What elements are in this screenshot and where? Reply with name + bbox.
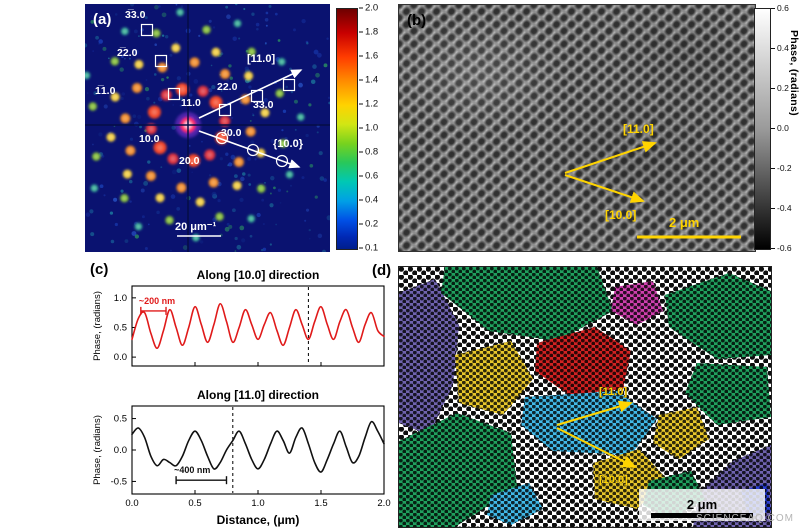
svg-text:2̅2.0: 2̅2.0 xyxy=(117,47,138,59)
svg-text:[11.0]: [11.0] xyxy=(623,122,654,136)
panel-d-map: [11.0] [10.0] 2 μm xyxy=(398,266,772,528)
svg-text:0.0: 0.0 xyxy=(125,498,138,509)
svg-text:~200 nm: ~200 nm xyxy=(139,296,175,306)
svg-text:1.0: 1.0 xyxy=(251,498,264,509)
fft-image: 3̅3.0 2̅2.0 1̅1.0 11.0 22.0 33.0 10.0 20.0 30.0 [… xyxy=(71,2,332,255)
colorbar-a-ticks: 2.0 1.8 1.6 1.4 1.2 1.0 0.8 0.6 0.4 0.2 0.1 xyxy=(359,3,393,254)
svg-text:2 μm: 2 μm xyxy=(687,497,717,512)
svg-text:Along [11.0] direction: Along [11.0] direction xyxy=(197,388,319,402)
svg-text:10.0: 10.0 xyxy=(139,133,160,145)
colorbar-b-title: Phase, (radians) xyxy=(788,30,800,116)
svg-text:[11.0]: [11.0] xyxy=(599,386,627,398)
colorbar-b xyxy=(754,8,771,250)
svg-text:~400 nm: ~400 nm xyxy=(174,465,210,475)
svg-text:Distance, (μm): Distance, (μm) xyxy=(217,513,300,527)
svg-text:2.0: 2.0 xyxy=(377,498,390,509)
svg-text:-0.5: -0.5 xyxy=(111,476,127,487)
colorbar-b-ticks: 0.6 0.4 0.2 0.0 -0.2 -0.4 -0.6 xyxy=(771,3,793,253)
svg-text:Phase, (radians): Phase, (radians) xyxy=(92,415,103,485)
svg-text:20 μm⁻¹: 20 μm⁻¹ xyxy=(175,221,217,233)
panel-b-overlay: (b) [11.0] [10.0] 2 μm xyxy=(407,12,741,239)
panel-d-label: (d) xyxy=(372,262,392,279)
svg-text:3̅3.0: 3̅3.0 xyxy=(125,9,146,21)
svg-text:0.5: 0.5 xyxy=(114,414,127,425)
svg-text:1̅1.0: 1̅1.0 xyxy=(95,85,116,97)
svg-text:11.0: 11.0 xyxy=(181,97,201,109)
colorbar-a xyxy=(336,8,358,250)
svg-text:2 μm: 2 μm xyxy=(669,215,699,230)
panel-b-image: (b) [11.0] [10.0] 2 μm xyxy=(398,4,756,252)
svg-text:20.0: 20.0 xyxy=(179,155,200,167)
svg-text:[10.0]: [10.0] xyxy=(599,474,628,486)
svg-text:0.5: 0.5 xyxy=(188,498,201,509)
svg-text:0.5: 0.5 xyxy=(114,322,127,333)
svg-text:(c): (c) xyxy=(90,261,108,278)
svg-text:(a): (a) xyxy=(93,11,111,28)
svg-text:1.0: 1.0 xyxy=(114,293,127,304)
svg-text:22.0: 22.0 xyxy=(217,81,238,93)
svg-text:0.0: 0.0 xyxy=(114,445,127,456)
svg-text:Along [10.0] direction: Along [10.0] direction xyxy=(197,268,320,282)
svg-text:Phase, (radians): Phase, (radians) xyxy=(92,291,103,361)
svg-text:1.5: 1.5 xyxy=(314,498,327,509)
svg-text:0.0: 0.0 xyxy=(114,352,127,363)
svg-text:[11.0]: [11.0] xyxy=(247,53,275,65)
svg-text:[10.0]: [10.0] xyxy=(605,208,636,222)
svg-text:(b): (b) xyxy=(407,12,426,29)
panel-a: 3̅3.0 2̅2.0 1̅1.0 11.0 22.0 33.0 10.0 20.0 30.0 [… xyxy=(71,2,332,255)
svg-text:{10.0}: {10.0} xyxy=(273,138,304,150)
panel-c-charts: (c) Along [10.0] direction Phase, (radians… xyxy=(90,261,391,527)
svg-text:30.0: 30.0 xyxy=(221,127,242,139)
svg-text:33.0: 33.0 xyxy=(253,99,274,111)
watermark: SCIENCEAQ.COM xyxy=(695,513,794,524)
